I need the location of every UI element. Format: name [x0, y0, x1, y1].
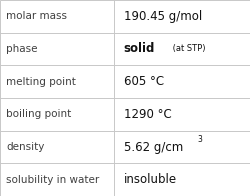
Text: solid: solid: [124, 43, 155, 55]
Text: 1290 °C: 1290 °C: [124, 108, 172, 121]
Text: insoluble: insoluble: [124, 173, 177, 186]
Text: 3: 3: [198, 135, 202, 144]
Text: 190.45 g/mol: 190.45 g/mol: [124, 10, 202, 23]
Text: molar mass: molar mass: [6, 11, 67, 21]
Text: solubility in water: solubility in water: [6, 175, 100, 185]
Text: phase: phase: [6, 44, 38, 54]
Text: 5.62 g/cm: 5.62 g/cm: [124, 141, 183, 153]
Text: melting point: melting point: [6, 77, 76, 87]
Text: boiling point: boiling point: [6, 109, 71, 119]
Text: density: density: [6, 142, 44, 152]
Text: 605 °C: 605 °C: [124, 75, 164, 88]
Text: (at STP): (at STP): [170, 44, 205, 54]
